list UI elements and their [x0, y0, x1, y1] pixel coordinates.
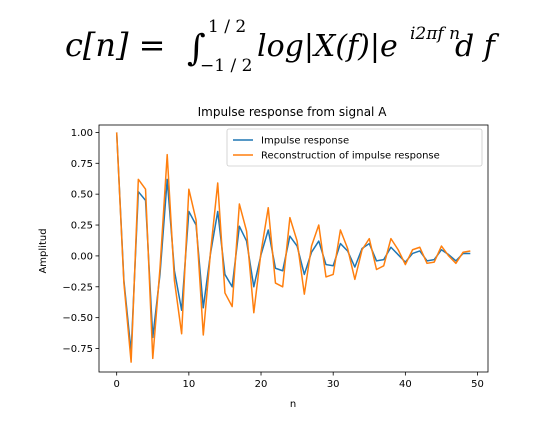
y-axis-label: Amplitud — [38, 228, 49, 273]
y-tick-label: −0.25 — [62, 282, 93, 293]
formula-differential: d f — [455, 29, 500, 64]
series-line-impulse-response — [115, 132, 471, 353]
integral-lower-limit: −1 / 2 — [200, 56, 252, 76]
formula: c[n] = ∫ 1 / 2 −1 / 2 log|X(f)|e i2πf n … — [65, 17, 500, 76]
y-tick-label: 0.00 — [71, 251, 93, 262]
y-tick-label: −0.50 — [62, 313, 93, 324]
integral-sign: ∫ — [187, 28, 206, 69]
series-line-reconstruction-of-impulse-response — [115, 132, 471, 363]
y-tick-label: 1.00 — [71, 128, 93, 139]
formula-body: log|X(f)|e — [257, 29, 398, 64]
x-tick-label: 10 — [182, 379, 195, 390]
formula-lhs: c[n] = — [65, 26, 165, 64]
legend-label: Reconstruction of impulse response — [261, 151, 440, 162]
legend-label: Impulse response — [261, 136, 349, 147]
plot-area-frame — [98, 124, 489, 373]
x-tick-label: 0 — [113, 379, 119, 390]
chart-title: Impulse response from signal A — [198, 105, 388, 119]
x-tick-label: 40 — [399, 379, 412, 390]
x-tick-label: 20 — [255, 379, 268, 390]
x-tick-label: 30 — [327, 379, 340, 390]
integral-upper-limit: 1 / 2 — [208, 17, 246, 37]
y-tick-label: 0.50 — [71, 190, 93, 201]
x-axis-label: n — [290, 399, 296, 410]
y-tick-label: 0.25 — [71, 221, 93, 232]
formula-exponent: i2πf n — [410, 24, 460, 44]
y-tick-label: 0.75 — [71, 159, 93, 170]
y-tick-label: −0.75 — [62, 344, 93, 355]
legend-box — [226, 128, 483, 167]
x-tick-label: 50 — [471, 379, 484, 390]
